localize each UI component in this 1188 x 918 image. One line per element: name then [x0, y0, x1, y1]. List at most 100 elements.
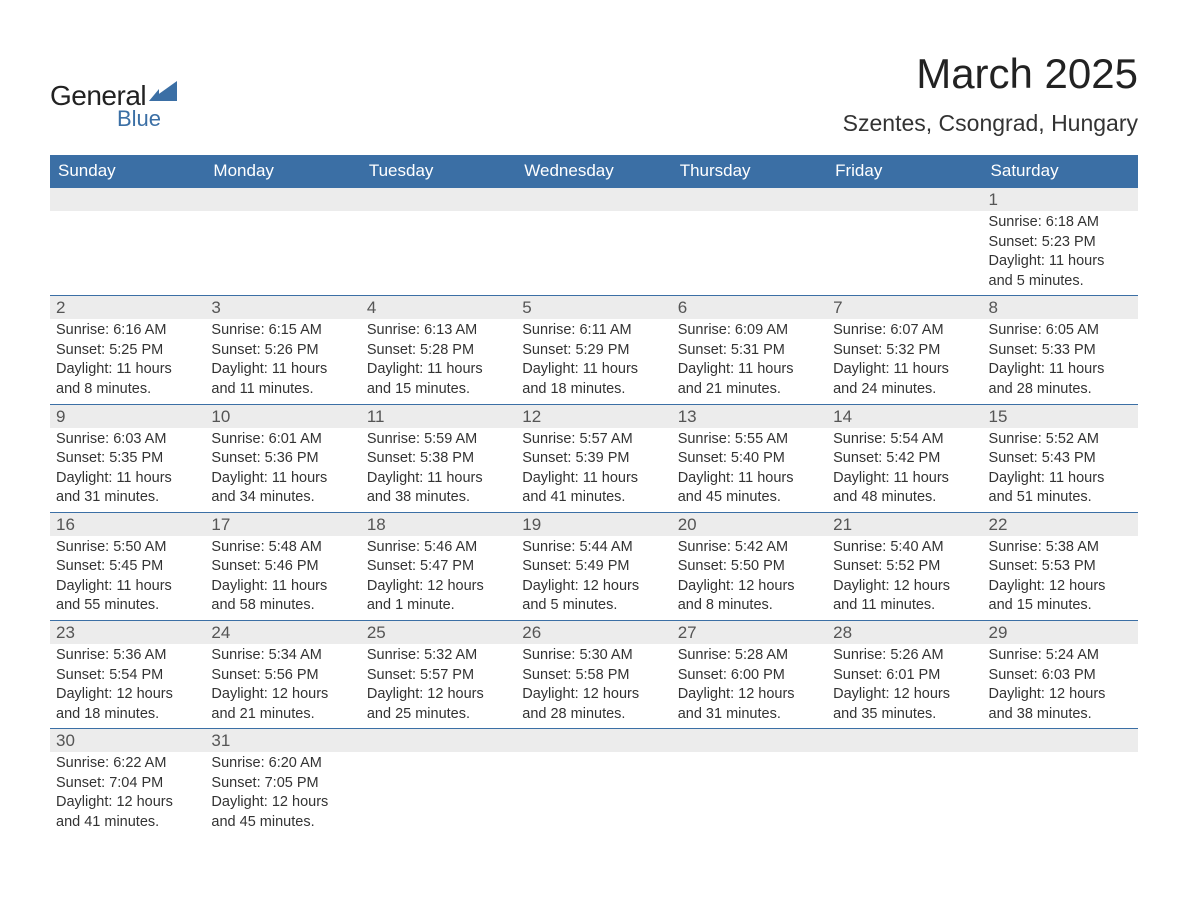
day-number: 19: [516, 513, 671, 536]
sunrise-text: Sunrise: 5:44 AM: [522, 538, 665, 558]
day-cell: 12Sunrise: 5:57 AMSunset: 5:39 PMDayligh…: [516, 404, 671, 512]
sunset-text: Sunset: 5:46 PM: [211, 557, 354, 577]
day-cell: 8Sunrise: 6:05 AMSunset: 5:33 PMDaylight…: [983, 296, 1138, 404]
day-body: Sunrise: 6:09 AMSunset: 5:31 PMDaylight:…: [672, 319, 827, 403]
daylight-text: Daylight: 11 hours and 45 minutes.: [678, 469, 821, 508]
daylight-text: Daylight: 11 hours and 58 minutes.: [211, 577, 354, 616]
day-cell: [205, 188, 360, 296]
sunrise-text: Sunrise: 5:40 AM: [833, 538, 976, 558]
sunrise-text: Sunrise: 5:28 AM: [678, 646, 821, 666]
sunrise-text: Sunrise: 6:05 AM: [989, 321, 1132, 341]
day-body: [672, 752, 827, 812]
day-number: 11: [361, 405, 516, 428]
day-cell: 20Sunrise: 5:42 AMSunset: 5:50 PMDayligh…: [672, 512, 827, 620]
day-body: Sunrise: 5:38 AMSunset: 5:53 PMDaylight:…: [983, 536, 1138, 620]
sunrise-text: Sunrise: 5:42 AM: [678, 538, 821, 558]
daylight-text: Daylight: 11 hours and 8 minutes.: [56, 360, 199, 399]
daylight-text: Daylight: 12 hours and 45 minutes.: [211, 793, 354, 832]
sunrise-text: Sunrise: 6:01 AM: [211, 430, 354, 450]
sunset-text: Sunset: 5:45 PM: [56, 557, 199, 577]
day-cell: 27Sunrise: 5:28 AMSunset: 6:00 PMDayligh…: [672, 621, 827, 729]
day-number: 10: [205, 405, 360, 428]
day-cell: 5Sunrise: 6:11 AMSunset: 5:29 PMDaylight…: [516, 296, 671, 404]
day-cell: 24Sunrise: 5:34 AMSunset: 5:56 PMDayligh…: [205, 621, 360, 729]
day-cell: 10Sunrise: 6:01 AMSunset: 5:36 PMDayligh…: [205, 404, 360, 512]
daylight-text: Daylight: 12 hours and 41 minutes.: [56, 793, 199, 832]
day-body: [205, 211, 360, 271]
day-number: 29: [983, 621, 1138, 644]
day-cell: 22Sunrise: 5:38 AMSunset: 5:53 PMDayligh…: [983, 512, 1138, 620]
sunrise-text: Sunrise: 5:24 AM: [989, 646, 1132, 666]
sunrise-text: Sunrise: 6:16 AM: [56, 321, 199, 341]
sunrise-text: Sunrise: 6:15 AM: [211, 321, 354, 341]
day-body: Sunrise: 5:50 AMSunset: 5:45 PMDaylight:…: [50, 536, 205, 620]
sunrise-text: Sunrise: 6:22 AM: [56, 754, 199, 774]
sunset-text: Sunset: 6:01 PM: [833, 666, 976, 686]
day-number: 6: [672, 296, 827, 319]
day-body: [827, 211, 982, 271]
day-number: 12: [516, 405, 671, 428]
day-cell: [516, 188, 671, 296]
sunset-text: Sunset: 5:25 PM: [56, 341, 199, 361]
sunrise-text: Sunrise: 6:07 AM: [833, 321, 976, 341]
col-sunday: Sunday: [50, 155, 205, 188]
sunset-text: Sunset: 5:39 PM: [522, 449, 665, 469]
sunrise-text: Sunrise: 5:30 AM: [522, 646, 665, 666]
day-cell: 26Sunrise: 5:30 AMSunset: 5:58 PMDayligh…: [516, 621, 671, 729]
calendar-body: 1Sunrise: 6:18 AMSunset: 5:23 PMDaylight…: [50, 188, 1138, 837]
day-number: 18: [361, 513, 516, 536]
day-number: [361, 729, 516, 752]
day-body: [361, 752, 516, 812]
day-cell: [672, 188, 827, 296]
day-number: [827, 729, 982, 752]
day-cell: 17Sunrise: 5:48 AMSunset: 5:46 PMDayligh…: [205, 512, 360, 620]
sunset-text: Sunset: 7:05 PM: [211, 774, 354, 794]
daylight-text: Daylight: 11 hours and 15 minutes.: [367, 360, 510, 399]
weekday-header-row: Sunday Monday Tuesday Wednesday Thursday…: [50, 155, 1138, 188]
sunrise-text: Sunrise: 5:34 AM: [211, 646, 354, 666]
sunset-text: Sunset: 5:32 PM: [833, 341, 976, 361]
day-body: Sunrise: 5:24 AMSunset: 6:03 PMDaylight:…: [983, 644, 1138, 728]
daylight-text: Daylight: 11 hours and 18 minutes.: [522, 360, 665, 399]
day-body: Sunrise: 5:46 AMSunset: 5:47 PMDaylight:…: [361, 536, 516, 620]
day-cell: 28Sunrise: 5:26 AMSunset: 6:01 PMDayligh…: [827, 621, 982, 729]
sunset-text: Sunset: 5:23 PM: [989, 233, 1132, 253]
daylight-text: Daylight: 12 hours and 5 minutes.: [522, 577, 665, 616]
day-number: 26: [516, 621, 671, 644]
day-body: Sunrise: 6:22 AMSunset: 7:04 PMDaylight:…: [50, 752, 205, 836]
day-body: [516, 211, 671, 271]
day-number: 24: [205, 621, 360, 644]
day-body: Sunrise: 5:57 AMSunset: 5:39 PMDaylight:…: [516, 428, 671, 512]
logo-flag-icon: [149, 81, 177, 106]
day-cell: [361, 729, 516, 837]
day-cell: [672, 729, 827, 837]
day-number: 22: [983, 513, 1138, 536]
sunrise-text: Sunrise: 5:57 AM: [522, 430, 665, 450]
week-row: 30Sunrise: 6:22 AMSunset: 7:04 PMDayligh…: [50, 729, 1138, 837]
sunset-text: Sunset: 5:52 PM: [833, 557, 976, 577]
daylight-text: Daylight: 11 hours and 24 minutes.: [833, 360, 976, 399]
daylight-text: Daylight: 12 hours and 11 minutes.: [833, 577, 976, 616]
day-number: [50, 188, 205, 211]
location: Szentes, Csongrad, Hungary: [843, 110, 1138, 137]
sunrise-text: Sunrise: 5:46 AM: [367, 538, 510, 558]
day-body: Sunrise: 5:48 AMSunset: 5:46 PMDaylight:…: [205, 536, 360, 620]
day-cell: [983, 729, 1138, 837]
sunrise-text: Sunrise: 6:13 AM: [367, 321, 510, 341]
daylight-text: Daylight: 11 hours and 38 minutes.: [367, 469, 510, 508]
day-cell: [50, 188, 205, 296]
day-cell: 29Sunrise: 5:24 AMSunset: 6:03 PMDayligh…: [983, 621, 1138, 729]
day-cell: 1Sunrise: 6:18 AMSunset: 5:23 PMDaylight…: [983, 188, 1138, 296]
sunset-text: Sunset: 5:54 PM: [56, 666, 199, 686]
day-body: Sunrise: 5:32 AMSunset: 5:57 PMDaylight:…: [361, 644, 516, 728]
daylight-text: Daylight: 12 hours and 25 minutes.: [367, 685, 510, 724]
sunrise-text: Sunrise: 5:32 AM: [367, 646, 510, 666]
day-cell: 15Sunrise: 5:52 AMSunset: 5:43 PMDayligh…: [983, 404, 1138, 512]
day-cell: [827, 188, 982, 296]
sunset-text: Sunset: 5:53 PM: [989, 557, 1132, 577]
day-body: Sunrise: 6:07 AMSunset: 5:32 PMDaylight:…: [827, 319, 982, 403]
daylight-text: Daylight: 12 hours and 8 minutes.: [678, 577, 821, 616]
title-block: March 2025 Szentes, Csongrad, Hungary: [843, 50, 1138, 137]
calendar-table: Sunday Monday Tuesday Wednesday Thursday…: [50, 155, 1138, 837]
sunset-text: Sunset: 5:33 PM: [989, 341, 1132, 361]
